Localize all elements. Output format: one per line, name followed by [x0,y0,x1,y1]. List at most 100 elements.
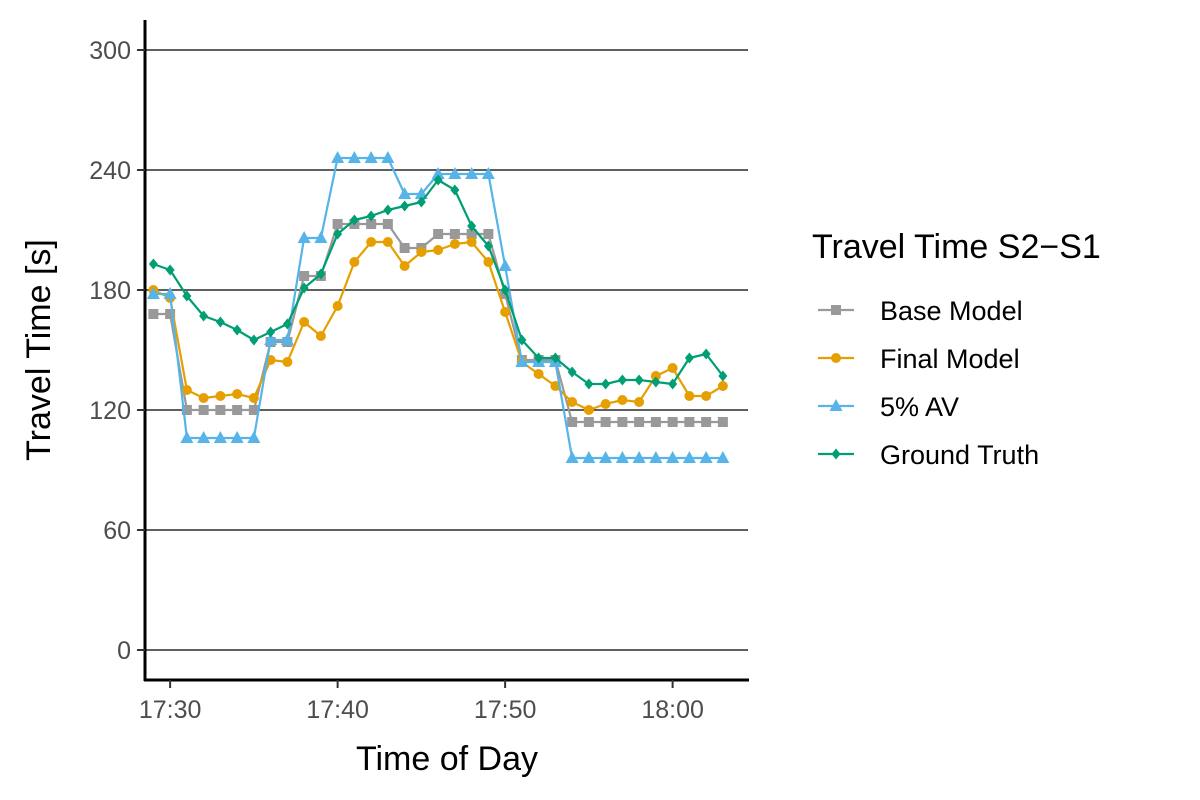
data-point-5-av [398,187,412,199]
data-point-5-av [481,167,495,179]
data-point-5-av [448,167,462,179]
data-point-base-model [382,219,393,229]
data-point-5-av [146,287,160,299]
data-point-final-model [433,245,444,255]
data-point-final-model [466,237,477,247]
data-point-ground-truth [567,366,577,378]
series-ground-truth [148,174,728,390]
y-tick-label: 180 [89,277,131,305]
data-point-final-model [550,381,561,391]
x-tick-label: 17:40 [306,696,369,724]
data-point-base-model [399,243,410,253]
data-point-base-model [466,229,477,239]
data-point-final-model [299,317,310,327]
y-ticks: 0 60 120 180 240 300 [89,37,145,665]
data-point-ground-truth [383,204,393,216]
data-point-final-model [315,331,326,341]
gridlines [145,49,748,651]
data-point-final-model [667,363,678,373]
data-point-base-model [332,219,343,229]
legend-label: Ground Truth [880,440,1039,470]
data-point-final-model [232,389,243,399]
data-point-base-model [232,405,243,415]
data-point-base-model [198,405,209,415]
data-point-base-model [684,417,695,427]
data-point-ground-truth [601,378,611,390]
data-point-base-model [650,417,661,427]
data-point-5-av [599,451,613,463]
data-point-final-model [198,393,209,403]
x-tick-label: 17:50 [474,696,537,724]
data-point-base-model [248,405,259,415]
data-point-final-model [617,395,628,405]
data-point-ground-truth [651,376,661,388]
data-point-5-av [699,451,713,463]
x-tick-label: 17:30 [139,696,202,724]
series-5-av [146,151,730,463]
data-point-5-av [498,259,512,271]
data-point-base-model [617,417,628,427]
series-line-final-model [152,240,724,412]
legend-swatch-marker [831,305,841,315]
data-point-final-model [483,257,494,267]
x-tick-label: 18:00 [641,696,704,724]
data-point-ground-truth [199,310,209,322]
data-point-ground-truth [584,378,594,390]
data-point-ground-truth [684,352,694,364]
legend-swatch-marker [829,399,843,411]
data-point-ground-truth [215,316,225,328]
data-point-base-model [667,417,678,427]
data-point-final-model [583,405,594,415]
data-point-ground-truth [400,200,410,212]
data-point-base-model [165,309,176,319]
data-point-ground-truth [148,258,158,270]
data-point-5-av [347,151,361,163]
data-point-5-av [213,431,227,443]
data-point-5-av [381,151,395,163]
data-point-final-model [382,237,393,247]
data-point-ground-truth [534,352,544,364]
data-point-5-av [682,451,696,463]
data-point-final-model [248,393,259,403]
legend-swatch-marker [831,448,841,460]
data-point-ground-truth [165,264,175,276]
data-point-5-av [297,231,311,243]
data-point-ground-truth [366,210,376,222]
data-point-5-av [197,431,211,443]
data-point-base-model [600,417,611,427]
data-point-ground-truth [617,374,627,386]
data-point-base-model [215,405,226,415]
data-point-base-model [567,417,578,427]
y-tick-label: 120 [89,397,131,425]
data-point-ground-truth [282,318,292,330]
data-point-5-av [716,451,730,463]
data-point-base-model [634,417,645,427]
data-point-ground-truth [701,348,711,360]
data-point-final-model [634,397,645,407]
series-final-model [148,237,728,415]
data-point-ground-truth [316,268,326,280]
data-point-final-model [717,381,728,391]
data-point-base-model [701,417,712,427]
data-point-base-model [299,271,310,281]
data-point-final-model [332,301,343,311]
x-axis-title: Time of Day [356,740,538,778]
data-point-5-av [649,451,663,463]
data-point-final-model [181,385,192,395]
data-point-final-model [282,357,293,367]
legend-title: Travel Time S2−S1 [812,228,1101,266]
data-point-5-av [565,451,579,463]
data-point-ground-truth [634,374,644,386]
data-point-final-model [349,257,360,267]
data-point-5-av [163,287,177,299]
data-point-ground-truth [433,174,443,186]
data-point-base-model [717,417,728,427]
data-point-final-model [684,391,695,401]
data-point-final-model [533,369,544,379]
data-point-ground-truth [668,378,678,390]
x-ticks: 17:30 17:40 17:50 18:00 [139,680,704,724]
data-point-ground-truth [416,196,426,208]
data-point-5-av [431,167,445,179]
